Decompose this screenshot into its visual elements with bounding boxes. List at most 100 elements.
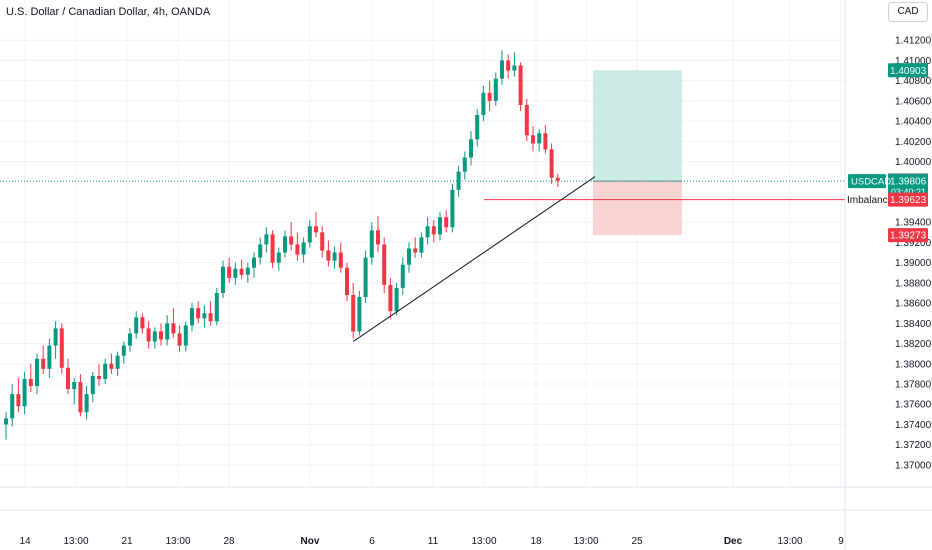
candle-body bbox=[35, 358, 39, 387]
candle-body bbox=[84, 394, 89, 413]
last-price-tag: 1.39806 bbox=[890, 177, 927, 188]
stop-price-tag-bg bbox=[888, 228, 928, 243]
candle-body bbox=[90, 375, 95, 395]
candle-body bbox=[431, 226, 436, 235]
candle-body bbox=[307, 226, 312, 243]
candle-body bbox=[134, 317, 139, 334]
y-tick-label: 1.40400 bbox=[895, 117, 932, 128]
candle-body bbox=[345, 267, 349, 296]
candle-body bbox=[183, 325, 188, 346]
target-zone[interactable] bbox=[593, 70, 682, 182]
x-tick-label: 18 bbox=[530, 536, 542, 547]
candle-body bbox=[320, 232, 325, 251]
y-tick-label: 1.37600 bbox=[895, 400, 932, 411]
candle-body bbox=[444, 217, 449, 228]
candle-body bbox=[456, 171, 461, 190]
candle-body bbox=[252, 257, 256, 268]
candle-body bbox=[512, 65, 517, 71]
candle-body bbox=[22, 378, 27, 407]
chart-title: U.S. Dollar / Canadian Dollar, 4h, OANDA bbox=[6, 6, 211, 18]
candle-body bbox=[549, 149, 554, 178]
y-tick-label: 1.39000 bbox=[895, 258, 932, 269]
y-tick-label: 1.38800 bbox=[895, 278, 932, 289]
stop-zone[interactable] bbox=[593, 181, 682, 236]
x-tick-label: 21 bbox=[121, 536, 133, 547]
currency-selector[interactable]: CAD bbox=[888, 2, 928, 22]
candle-body bbox=[487, 92, 492, 101]
candle-body bbox=[264, 234, 269, 245]
candle-body bbox=[245, 267, 250, 275]
candle-body bbox=[555, 177, 560, 181]
candle-body bbox=[97, 375, 101, 379]
candle-body bbox=[524, 104, 529, 136]
x-tick-label: 11 bbox=[428, 536, 439, 547]
target-price-tag-bg bbox=[888, 63, 928, 78]
y-tick-label: 1.38600 bbox=[895, 299, 932, 310]
candle-body bbox=[16, 394, 21, 407]
candle-body bbox=[227, 266, 232, 278]
candle-body bbox=[475, 115, 480, 140]
candle-body bbox=[165, 323, 170, 340]
y-tick-label: 1.40600 bbox=[895, 96, 932, 107]
candle-body bbox=[283, 236, 287, 253]
candle-body bbox=[369, 230, 374, 258]
candle-body bbox=[301, 242, 306, 255]
candle-body bbox=[140, 317, 145, 329]
candle-body bbox=[332, 252, 337, 261]
candle-body bbox=[314, 226, 318, 233]
candle-body bbox=[388, 284, 393, 312]
x-tick-label: 13:00 bbox=[777, 536, 802, 547]
x-tick-label: 13:00 bbox=[165, 536, 190, 547]
x-tick-label: 13:00 bbox=[573, 536, 598, 547]
y-tick-label: 1.40800 bbox=[895, 76, 932, 87]
candle-body bbox=[59, 328, 64, 368]
candle-body bbox=[531, 135, 535, 144]
y-tick-label: 1.41000 bbox=[895, 56, 932, 67]
candle-body bbox=[190, 308, 194, 326]
countdown-tag: 03:40:21 bbox=[891, 187, 926, 197]
candle-body bbox=[128, 333, 132, 346]
candle-body bbox=[481, 92, 486, 116]
candle-body bbox=[109, 363, 114, 369]
candle-body bbox=[363, 257, 368, 298]
target-price-tag: 1.40903 bbox=[890, 66, 927, 77]
candle-body bbox=[270, 234, 275, 263]
candle-body bbox=[196, 308, 201, 319]
candle-body bbox=[537, 133, 542, 144]
candle-body bbox=[41, 358, 46, 369]
candle-body bbox=[208, 313, 213, 322]
candle-body bbox=[103, 363, 108, 379]
candle-body bbox=[152, 331, 157, 342]
stop-price-tag: 1.39273 bbox=[890, 231, 927, 242]
y-tick-label: 1.37000 bbox=[895, 460, 932, 471]
candle-body bbox=[66, 367, 70, 390]
trendline[interactable] bbox=[352, 176, 596, 342]
candle-body bbox=[506, 60, 511, 71]
x-tick-label: Dec bbox=[724, 536, 743, 547]
x-tick-label: 9 bbox=[838, 536, 844, 547]
candle-body bbox=[338, 252, 343, 268]
candle-body bbox=[295, 244, 300, 255]
y-tick-label: 1.40000 bbox=[895, 157, 932, 168]
y-tick-label: 1.38000 bbox=[895, 359, 932, 370]
candle-body bbox=[47, 345, 52, 369]
candle-body bbox=[500, 60, 504, 79]
candle-body bbox=[214, 293, 219, 322]
y-tick-label: 1.39200 bbox=[895, 238, 932, 249]
symbol-tag: USDCAD bbox=[851, 177, 891, 188]
candle-body bbox=[258, 244, 263, 258]
x-tick-label: 25 bbox=[631, 536, 643, 547]
candle-body bbox=[177, 333, 182, 346]
y-tick-label: 1.41200 bbox=[895, 36, 932, 47]
x-tick-label: 13:00 bbox=[63, 536, 88, 547]
candle-body bbox=[419, 237, 424, 253]
y-tick-label: 1.37400 bbox=[895, 420, 932, 431]
candle-body bbox=[425, 226, 430, 238]
candle-body bbox=[121, 345, 126, 356]
candle-body bbox=[233, 268, 238, 278]
y-tick-label: 1.40200 bbox=[895, 137, 932, 148]
candle-body bbox=[202, 313, 207, 319]
candle-body bbox=[357, 297, 362, 332]
candle-body bbox=[28, 378, 33, 387]
